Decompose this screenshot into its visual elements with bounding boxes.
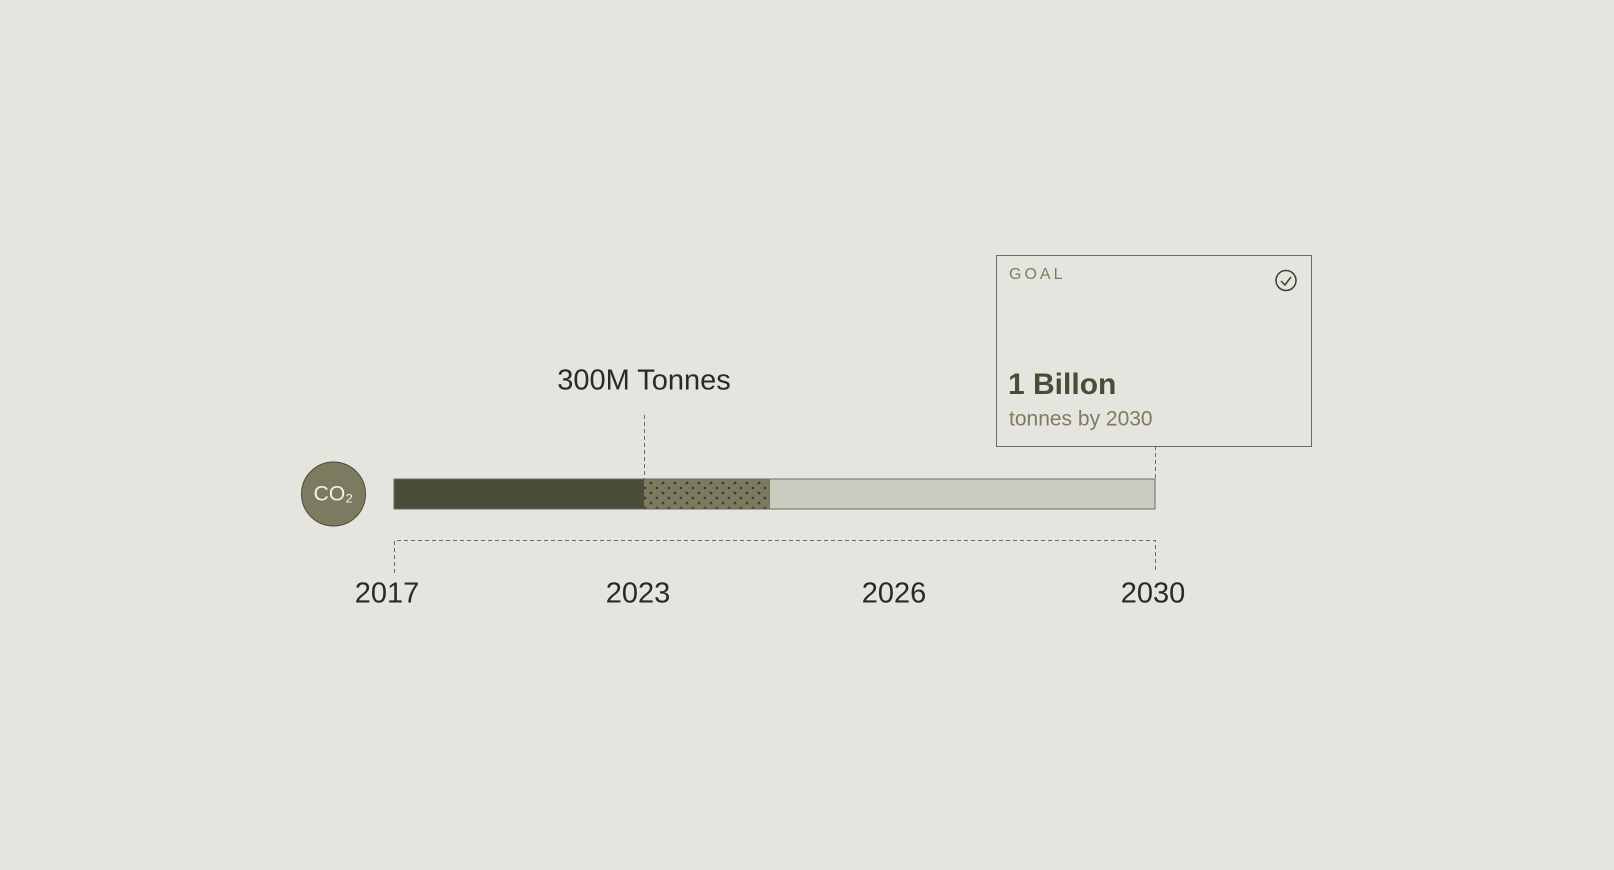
bar-in-progress bbox=[644, 479, 770, 509]
bar-achieved bbox=[394, 479, 644, 509]
badge-label: CO₂ bbox=[314, 483, 354, 506]
bar-outline bbox=[393, 478, 1156, 510]
year-label: 2026 bbox=[862, 578, 927, 610]
goal-card bbox=[996, 255, 1312, 447]
year-labels: 2017 2023 2026 2030 bbox=[355, 578, 1186, 610]
timeline-bracket bbox=[394, 540, 1156, 573]
marker-label: 300M Tonnes bbox=[557, 365, 731, 397]
year-label: 2030 bbox=[1121, 578, 1186, 610]
check-icon bbox=[1275, 269, 1297, 292]
year-label: 2017 bbox=[355, 578, 420, 610]
goal-tag: GOAL bbox=[1009, 266, 1065, 283]
year-label: 2023 bbox=[606, 578, 671, 610]
bar-remaining bbox=[770, 479, 1155, 509]
badge-circle bbox=[301, 461, 366, 527]
goal-caption: tonnes by 2030 bbox=[1009, 408, 1153, 431]
goal-value: 1 Billon bbox=[1008, 368, 1116, 401]
